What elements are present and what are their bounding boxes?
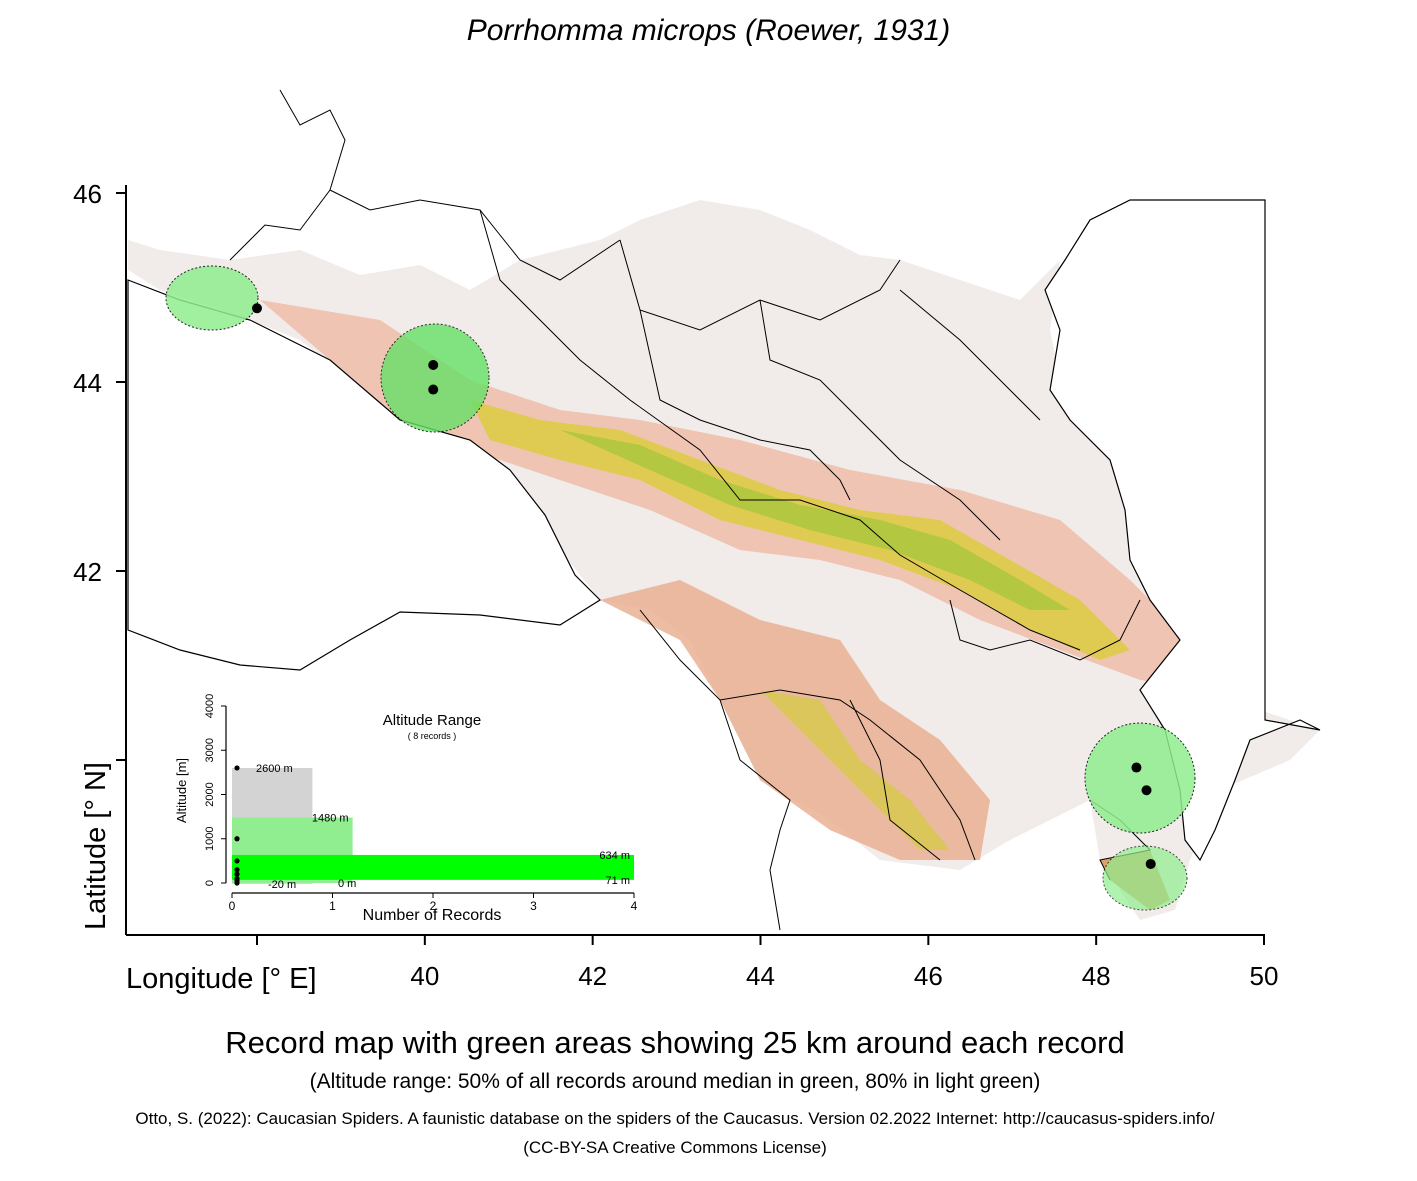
- altitude-record-point: [234, 836, 240, 842]
- altitude-record-point: [234, 858, 240, 864]
- inset-x-tick-label: 4: [631, 899, 638, 913]
- inset-y-tick-label: 0: [204, 880, 216, 886]
- borders: [229, 89, 1152, 931]
- x-tick-label: 44: [746, 961, 775, 991]
- altitude-inset: 2600 m -20 m 1480 m 0 m 634 m 71 m 0 1000 2000 3…: [174, 694, 638, 924]
- record-buffer: [380, 323, 490, 433]
- altitude-record-point: [234, 765, 240, 771]
- inset-y-axis-label: Altitude [m]: [174, 758, 189, 823]
- x-tick-label: 46: [914, 961, 943, 991]
- y-tick-label: 42: [73, 557, 102, 587]
- map-title: Porrhomma microps (Roewer, 1931): [466, 14, 951, 47]
- inset-title: Altitude Range: [383, 712, 481, 729]
- altitude-record-point: [234, 880, 240, 886]
- map-caption-note: (Altitude range: 50% of all records arou…: [309, 1070, 1041, 1093]
- y-axis-ticks: 46 44 42: [73, 179, 126, 761]
- record-buffer: [165, 265, 259, 331]
- caspian-sea: [1044, 199, 1321, 862]
- map-caption: Record map with green areas showing 25 k…: [225, 1025, 1125, 1060]
- inset-x-tick-label: 2: [430, 899, 437, 913]
- record-point: [428, 359, 439, 370]
- x-tick-label: 48: [1082, 961, 1111, 991]
- license: (CC-BY-SA Creative Commons License): [523, 1138, 827, 1157]
- altitude-record-point: [234, 871, 240, 877]
- inset-x-tick-label: 0: [229, 899, 236, 913]
- altitude-bar-top-label: 634 m: [599, 850, 630, 862]
- altitude-bar-top-label: 2600 m: [256, 763, 293, 775]
- inset-x-axis-label: Number of Records: [363, 907, 502, 924]
- y-tick-label: 44: [73, 368, 102, 398]
- record-buffer: [1084, 722, 1196, 834]
- buffer-areas: [165, 265, 1196, 911]
- altitude-bar-bottom-label: 0 m: [338, 878, 356, 890]
- altitude-bar: [232, 854, 634, 880]
- inset-x-tick-label: 1: [329, 899, 336, 913]
- record-point: [1145, 858, 1156, 869]
- map-axes: [125, 185, 1265, 936]
- y-tick-label: 46: [73, 179, 102, 209]
- inset-y-tick-label: 2000: [204, 782, 216, 806]
- x-axis-label: Longitude [° E]: [126, 963, 317, 995]
- record-point: [252, 303, 262, 314]
- altitude-bar-top-label: 1480 m: [312, 813, 349, 825]
- inset-x-ticks: 0 1 2 3 4: [229, 893, 638, 913]
- altitude-record-points: [234, 765, 240, 886]
- altitude-bar-bottom-label: -20 m: [268, 879, 296, 891]
- inset-y-tick-label: 3000: [204, 738, 216, 762]
- inset-y-ticks: 0 1000 2000 3000 4000: [204, 694, 226, 886]
- citation: Otto, S. (2022): Caucasian Spiders. A fa…: [135, 1109, 1215, 1128]
- inset-y-tick-label: 4000: [204, 694, 216, 718]
- x-tick-label: 42: [578, 961, 607, 991]
- altitude-record-point: [234, 867, 240, 873]
- record-point: [1131, 762, 1142, 773]
- x-tick-label: 40: [410, 961, 439, 991]
- record-point: [1141, 785, 1152, 796]
- altitude-bars: 2600 m -20 m 1480 m 0 m 634 m 71 m: [232, 763, 634, 891]
- altitude-bar-bottom-label: 71 m: [606, 875, 630, 887]
- x-axis-ticks: 40 42 44 46 48 50: [256, 935, 1279, 991]
- record-points: [252, 303, 1156, 869]
- inset-subtitle: ( 8 records ): [408, 731, 457, 741]
- inset-y-tick-label: 1000: [204, 827, 216, 851]
- y-axis-label: Latitude [° N]: [80, 762, 112, 930]
- inset-x-tick-label: 3: [530, 899, 537, 913]
- record-buffer: [1102, 845, 1188, 911]
- black-sea: [127, 279, 601, 671]
- x-tick-label: 50: [1250, 961, 1279, 991]
- record-point: [428, 384, 439, 395]
